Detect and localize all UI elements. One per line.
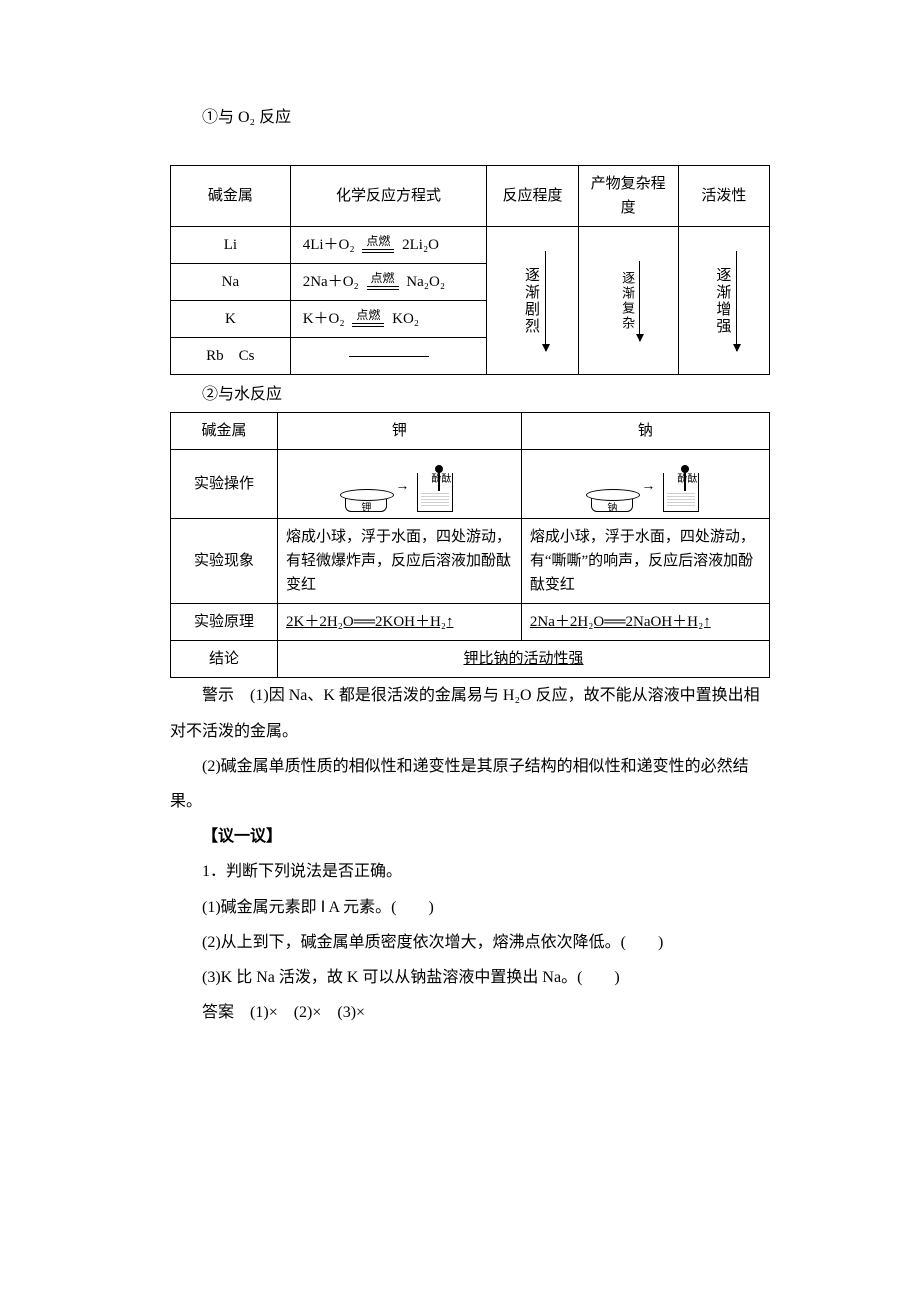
trend-reaction-cell: 逐渐剧烈 — [487, 227, 578, 375]
equation-li: 4Li＋O₂ 点燃 2Li₂O — [290, 227, 487, 264]
ignite-icon: 点燃 — [363, 272, 403, 290]
trend-product-cell: 逐渐复杂 — [578, 227, 678, 375]
arrow-down-icon: 逐渐增强 — [710, 251, 737, 351]
table-row: 结论 钾比钠的活动性强 — [171, 641, 770, 678]
th-metal: 碱金属 — [171, 166, 291, 227]
th-degree: 反应程度 — [487, 166, 578, 227]
table-row: Li 4Li＋O₂ 点燃 2Li₂O 逐渐剧烈 逐渐复杂 逐 — [171, 227, 770, 264]
metal-rbcs: Rb Cs — [171, 338, 291, 375]
arrow-down-icon: 逐渐剧烈 — [519, 251, 546, 351]
equation-k: K＋O₂ 点燃 KO₂ — [290, 301, 487, 338]
experiment-diagram-icon: 钠 → 酚酞 — [530, 456, 761, 512]
th-k: 钾 — [278, 413, 522, 450]
discuss-heading: 【议一议】 — [170, 819, 770, 854]
equation-na: 2Na＋O₂ 点燃 Na₂O₂ — [290, 264, 487, 301]
metal-li: Li — [171, 227, 291, 264]
row-princ: 实验原理 — [171, 604, 278, 641]
ignite-icon: 点燃 — [348, 309, 388, 327]
conclusion-cell: 钾比钠的活动性强 — [278, 641, 770, 678]
metal-k: K — [171, 301, 291, 338]
row-concl: 结论 — [171, 641, 278, 678]
table-row: 实验现象 熔成小球，浮于水面，四处游动，有轻微爆炸声，反应后溶液加酚酞变红 熔成… — [171, 519, 770, 604]
warning-label: 警示 — [202, 687, 234, 704]
princ-na: 2Na＋2H₂O══2NaOH＋H₂↑ — [521, 604, 769, 641]
equation-dash — [290, 338, 487, 375]
metal-na: Na — [171, 264, 291, 301]
warning-1: 警示 (1)因 Na、K 都是很活泼的金属易与 H₂O 反应，故不能从溶液中置换… — [170, 678, 770, 748]
experiment-diagram-icon: 钾 → 酚酞 — [286, 456, 513, 512]
discuss-q1: (1)碱金属元素即 Ⅰ A 元素。( ) — [170, 890, 770, 925]
row-phen: 实验现象 — [171, 519, 278, 604]
phen-na: 熔成小球，浮于水面，四处游动，有“嘶嘶”的响声，反应后溶液加酚酞变红 — [521, 519, 769, 604]
op-img-k: 钾 → 酚酞 — [278, 450, 522, 519]
table-header-row: 碱金属 化学反应方程式 反应程度 产物复杂程度 活泼性 — [171, 166, 770, 227]
table-row: 实验原理 2K＋2H₂O══2KOH＋H₂↑ 2Na＋2H₂O══2NaOH＋H… — [171, 604, 770, 641]
section2-title: ②与水反应 — [170, 377, 770, 412]
discuss-q2: (2)从上到下，碱金属单质密度依次增大，熔沸点依次降低。( ) — [170, 925, 770, 960]
th-equation: 化学反应方程式 — [290, 166, 487, 227]
th-activity: 活泼性 — [678, 166, 769, 227]
princ-k: 2K＋2H₂O══2KOH＋H₂↑ — [278, 604, 522, 641]
ignite-icon: 点燃 — [358, 235, 398, 253]
trend-activity-cell: 逐渐增强 — [678, 227, 769, 375]
o2-reaction-table: 碱金属 化学反应方程式 反应程度 产物复杂程度 活泼性 Li 4Li＋O₂ 点燃… — [170, 165, 770, 375]
table-header-row: 碱金属 钾 钠 — [171, 413, 770, 450]
table-row: 实验操作 钾 → 酚酞 — [171, 450, 770, 519]
op-img-na: 钠 → 酚酞 — [521, 450, 769, 519]
warning-2: (2)碱金属单质性质的相似性和递变性是其原子结构的相似性和递变性的必然结果。 — [170, 749, 770, 819]
discuss-intro: 1．判断下列说法是否正确。 — [170, 854, 770, 889]
document-page: ①与 O₂ 反应 碱金属 化学反应方程式 反应程度 产物复杂程度 活泼性 Li … — [0, 0, 920, 1302]
arrow-down-icon: 逐渐复杂 — [616, 261, 640, 341]
th-product: 产物复杂程度 — [578, 166, 678, 227]
water-reaction-table: 碱金属 钾 钠 实验操作 钾 → 酚酞 — [170, 412, 770, 678]
discuss-answer: 答案 (1)× (2)× (3)× — [170, 995, 770, 1030]
th-metal2: 碱金属 — [171, 413, 278, 450]
row-op: 实验操作 — [171, 450, 278, 519]
phen-k: 熔成小球，浮于水面，四处游动，有轻微爆炸声，反应后溶液加酚酞变红 — [278, 519, 522, 604]
th-na: 钠 — [521, 413, 769, 450]
discuss-q3: (3)K 比 Na 活泼，故 K 可以从钠盐溶液中置换出 Na。( ) — [170, 960, 770, 995]
section1-title: ①与 O₂ 反应 — [170, 100, 770, 135]
